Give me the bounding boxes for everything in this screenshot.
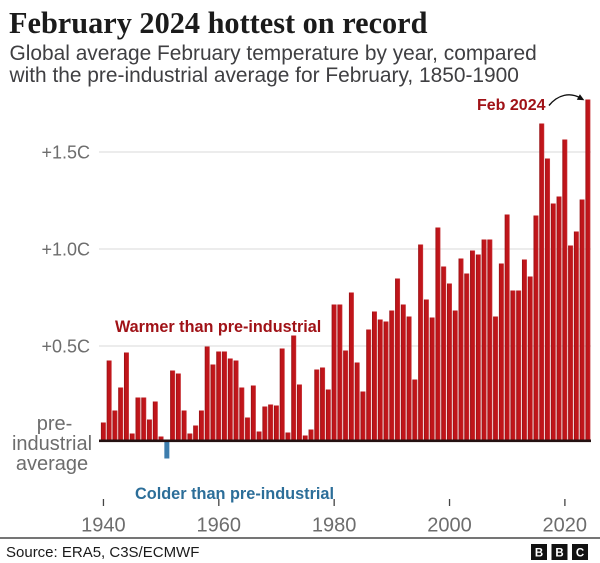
svg-text:+1.5C: +1.5C bbox=[41, 143, 90, 163]
svg-text:+0.5C: +0.5C bbox=[41, 337, 90, 357]
svg-text:industrial: industrial bbox=[12, 433, 92, 455]
svg-text:Warmer than pre-industrial: Warmer than pre-industrial bbox=[115, 318, 321, 336]
svg-text:+1.0C: +1.0C bbox=[41, 240, 90, 260]
svg-text:1960: 1960 bbox=[197, 515, 242, 537]
svg-text:Colder than pre-industrial: Colder than pre-industrial bbox=[135, 485, 334, 503]
svg-text:2000: 2000 bbox=[427, 515, 472, 537]
svg-text:B: B bbox=[555, 547, 563, 559]
svg-text:average: average bbox=[16, 453, 88, 475]
svg-text:February 2024 hottest on recor: February 2024 hottest on record bbox=[9, 6, 428, 40]
svg-text:Global average February temper: Global average February temperature by y… bbox=[10, 42, 537, 65]
svg-text:B: B bbox=[535, 547, 543, 559]
svg-text:with the pre-industrial averag: with the pre-industrial average for Febr… bbox=[9, 64, 519, 87]
svg-text:C: C bbox=[576, 547, 584, 559]
svg-text:1940: 1940 bbox=[81, 515, 126, 537]
svg-text:Source: ERA5, C3S/ECMWF: Source: ERA5, C3S/ECMWF bbox=[6, 544, 199, 561]
svg-text:Feb 2024: Feb 2024 bbox=[477, 97, 546, 114]
svg-text:1980: 1980 bbox=[312, 515, 357, 537]
svg-text:pre-: pre- bbox=[37, 413, 73, 435]
svg-text:2020: 2020 bbox=[543, 515, 588, 537]
